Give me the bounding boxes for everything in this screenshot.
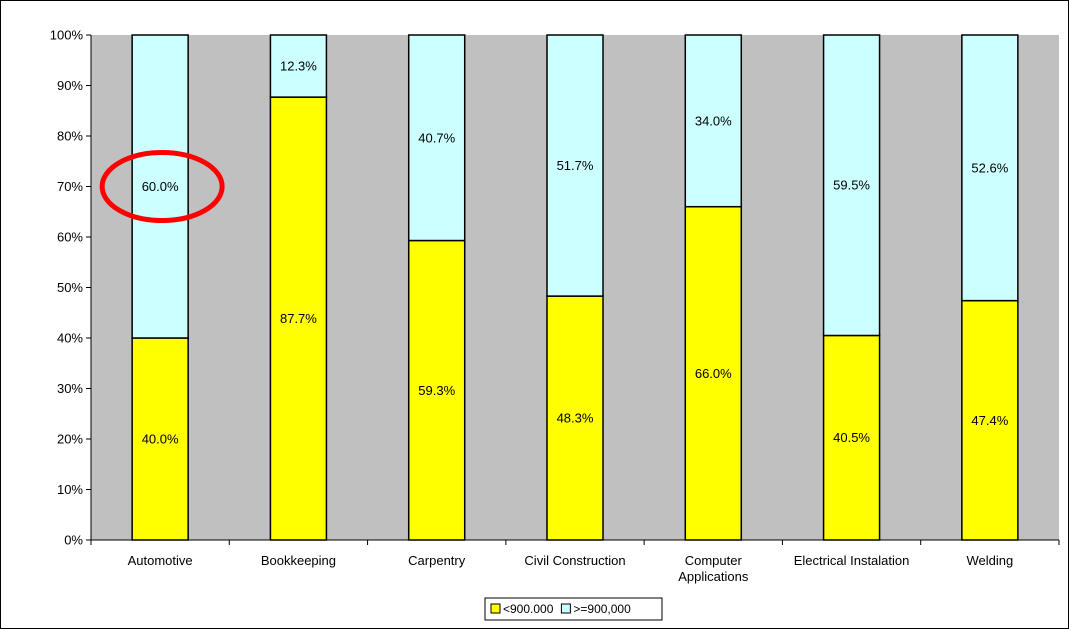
x-axis: Automotive Bookkeeping Carpentry Civil Cons… [90, 539, 1060, 584]
y-axis: 0% 10% 20% 30% 40% 50% 60% 70% 80% 90% 100% [50, 28, 92, 548]
x-tick-label: Electrical Instalation [794, 553, 910, 568]
y-tick-label: 90% [57, 78, 83, 93]
y-tick-label: 0% [64, 533, 83, 548]
x-tick-label: Bookkeeping [261, 553, 336, 568]
bar-value-label: 87.7% [280, 311, 317, 326]
y-tick-label: 80% [57, 129, 83, 144]
bar-segment [822, 34, 881, 337]
bar-segment [961, 34, 1019, 302]
bar-value-label: 40.0% [142, 432, 179, 447]
bar-segment [407, 239, 466, 541]
y-tick-label: 40% [57, 331, 83, 346]
y-tick-label: 60% [57, 230, 83, 245]
bar-value-label: 60.0% [142, 179, 179, 194]
legend-label: >=900,000 [573, 602, 631, 616]
x-tick-label: Welding [966, 553, 1013, 568]
bar-value-label: 51.7% [557, 158, 594, 173]
data-labels: 40.0% 60.0% 87.7% 12.3% 59.3% 40.7% 48.3% 51.7%… [142, 59, 1009, 447]
legend-swatch [490, 603, 501, 614]
bar-value-label: 59.5% [833, 178, 870, 193]
bar-segment [546, 295, 604, 541]
bar-value-label: 66.0% [695, 366, 732, 381]
legend-box [484, 597, 663, 621]
bar-value-label: 12.3% [280, 59, 317, 74]
legend-label: <900.000 [503, 602, 554, 616]
bar-segment [407, 34, 466, 242]
bar-series [131, 34, 1019, 541]
bar-value-label: 40.5% [833, 430, 870, 445]
x-tick-label: Computer Applications [678, 553, 749, 584]
bar-value-label: 34.0% [695, 113, 732, 128]
bar-segment [546, 34, 604, 297]
x-tick-label: Carpentry [408, 553, 466, 568]
bar-segment [684, 205, 743, 541]
bar-value-label: 52.6% [971, 160, 1008, 175]
bar-segment [684, 34, 743, 208]
bar-segment [822, 334, 881, 541]
legend: <900.000 >=900,000 [484, 597, 663, 621]
bar-value-label: 47.4% [971, 413, 1008, 428]
y-tick-label: 10% [57, 482, 83, 497]
bar-value-label: 40.7% [418, 130, 455, 145]
bar-segment [131, 337, 189, 541]
x-tick-label: Automotive [128, 553, 193, 568]
bar-value-label: 59.3% [418, 383, 455, 398]
y-tick-label: 20% [57, 432, 83, 447]
bar-segment [269, 34, 328, 98]
highlight-circle [99, 150, 225, 223]
y-tick-label: 30% [57, 381, 83, 396]
legend-swatch [560, 603, 571, 614]
bar-segment [131, 34, 189, 339]
annotation [99, 150, 225, 223]
y-tick-label: 100% [50, 28, 84, 43]
y-tick-label: 50% [57, 280, 83, 295]
bar-value-label: 48.3% [557, 411, 594, 426]
y-tick-label: 70% [57, 179, 83, 194]
x-tick-label: Civil Construction [524, 553, 625, 568]
